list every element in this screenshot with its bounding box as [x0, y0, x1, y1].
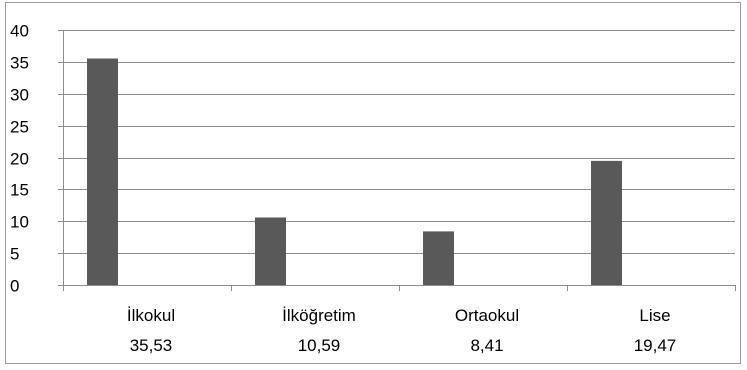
y-tick-label: 35 [10, 54, 29, 73]
category-label: İlköğretim [282, 306, 356, 325]
category-label: Lise [639, 306, 670, 325]
bar [591, 160, 622, 285]
category-label: Ortaokul [455, 306, 519, 325]
category-label: İlkokul [127, 306, 175, 325]
value-label: 35,53 [130, 336, 173, 355]
y-tick-label: 25 [10, 118, 29, 137]
y-tick-label: 40 [10, 22, 29, 41]
axes [63, 30, 736, 291]
y-tick-label: 20 [10, 150, 29, 169]
y-tick-label: 0 [10, 277, 19, 296]
y-tick-label: 30 [10, 86, 29, 105]
y-tick-label: 5 [10, 245, 19, 264]
bar [423, 231, 454, 285]
y-tick-labels: 0 5 10 15 20 25 30 35 40 [10, 22, 29, 296]
value-labels: 35,53 10,59 8,41 19,47 [130, 336, 677, 355]
bars [87, 58, 622, 286]
value-label: 10,59 [298, 336, 341, 355]
value-label: 8,41 [470, 336, 503, 355]
bar [255, 217, 286, 285]
y-tick-label: 10 [10, 213, 29, 232]
gridlines [58, 30, 735, 286]
y-tick-label: 15 [10, 181, 29, 200]
x-category-labels: İlkokul İlköğretim Ortaokul Lise [127, 306, 671, 325]
bar [87, 58, 118, 286]
value-label: 19,47 [634, 336, 677, 355]
